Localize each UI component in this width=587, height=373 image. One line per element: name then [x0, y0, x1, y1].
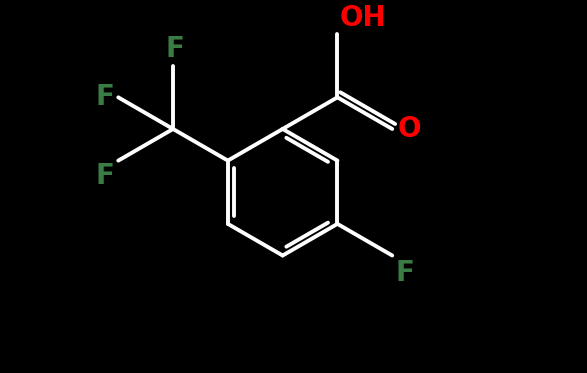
Text: OH: OH [339, 4, 386, 32]
Text: F: F [96, 162, 114, 191]
Text: F: F [166, 35, 184, 63]
Text: O: O [397, 115, 421, 143]
Text: F: F [396, 259, 415, 287]
Text: F: F [96, 83, 114, 112]
